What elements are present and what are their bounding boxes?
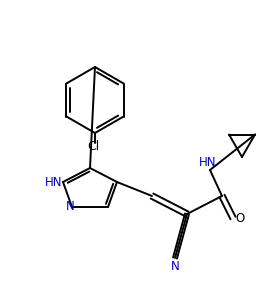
Text: N: N [66, 200, 75, 214]
Text: HN: HN [199, 156, 217, 169]
Text: N: N [171, 260, 179, 272]
Text: HN: HN [45, 176, 63, 188]
Text: Cl: Cl [87, 141, 99, 154]
Text: O: O [235, 212, 245, 224]
